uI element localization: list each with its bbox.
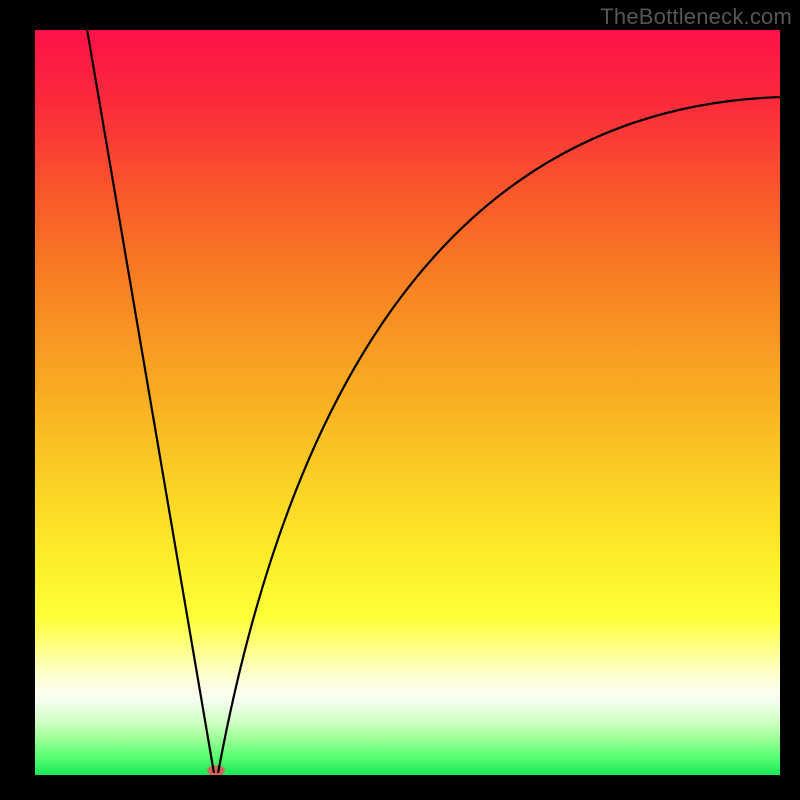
chart-svg bbox=[35, 30, 780, 775]
gradient-background bbox=[35, 30, 780, 775]
chart-plot-area bbox=[35, 30, 780, 775]
watermark-text: TheBottleneck.com bbox=[600, 4, 792, 30]
chart-frame: TheBottleneck.com bbox=[0, 0, 800, 800]
